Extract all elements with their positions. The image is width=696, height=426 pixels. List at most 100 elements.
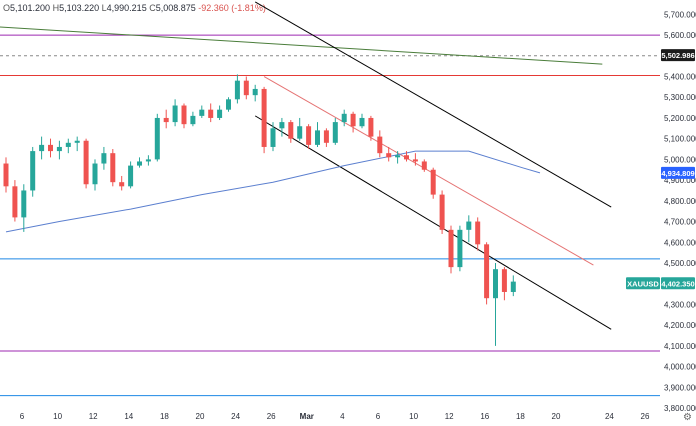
x-tick-label-7: 26 (267, 412, 276, 421)
candle-body-49 (439, 194, 445, 230)
price-label-3: 4,402.350 (661, 279, 694, 288)
x-tick-label-8: Mar (300, 412, 314, 421)
candle-body-12 (110, 153, 116, 183)
candle-body-53 (475, 221, 481, 245)
channel-line-2 (263, 76, 594, 266)
x-tick-label-5: 20 (196, 412, 205, 421)
candle-body-21 (190, 115, 196, 125)
candle-body-56 (501, 269, 507, 292)
low-value: 4,990.215 (106, 3, 147, 13)
ohlc-header: O5,101.200 H5,103.220 L4,990.215 C5,008.… (3, 3, 266, 13)
close-value: 5,008.875 (155, 3, 196, 13)
x-tick-label-10: 6 (376, 412, 381, 421)
y-tick-label-10: 4,600.000 (664, 238, 696, 247)
open-label: O (3, 3, 11, 13)
x-tick-label-16: 24 (605, 412, 614, 421)
candle-body-18 (163, 117, 169, 123)
y-tick-label-0: 5,700.000 (664, 10, 696, 19)
x-tick-label-9: 4 (340, 412, 345, 421)
candle-body-33 (297, 126, 303, 139)
candle-body-3 (30, 151, 36, 191)
y-tick-label-4: 5,200.000 (664, 114, 696, 123)
change-value: -92.360 (-1.81%) (198, 3, 266, 13)
x-tick-label-1: 10 (53, 412, 62, 421)
x-tick-label-2: 12 (89, 412, 98, 421)
candle-body-28 (252, 88, 258, 96)
candle-body-20 (181, 105, 187, 125)
candle-body-40 (359, 117, 365, 127)
candle-body-35 (315, 130, 320, 145)
channel-line-0 (254, 1, 612, 208)
time-axis: 6 10 12 14 18 20 24 26 Mar 4 6 10 12 16 18 20 24 26 (20, 412, 650, 421)
candle-body-9 (83, 140, 89, 185)
x-tick-label-4: 18 (160, 412, 169, 421)
candle-body-42 (377, 136, 383, 154)
price-label-0: 5,502.986 (661, 51, 694, 60)
candle-body-44 (395, 155, 401, 158)
price-label-bg-3 (661, 277, 695, 290)
candle-body-11 (101, 153, 107, 164)
candle-body-36 (323, 130, 329, 143)
x-tick-label-17: 26 (641, 412, 650, 421)
candle-body-43 (386, 153, 392, 158)
candle-body-22 (199, 109, 205, 116)
price-label-bg-2 (626, 277, 660, 290)
moving-average (5, 150, 541, 233)
y-tick-label-8: 4,800.000 (664, 197, 696, 206)
candle-body-47 (421, 161, 427, 170)
y-tick-label-17: 3,800.000 (664, 404, 696, 413)
x-tick-label-15: 20 (552, 412, 561, 421)
close-label: C (149, 3, 156, 13)
y-tick-label-2: 5,400.000 (664, 73, 696, 82)
candle-body-54 (484, 244, 490, 299)
candle-body-14 (128, 165, 134, 187)
candle-body-23 (208, 109, 214, 118)
open-value: 5,101.200 (10, 3, 51, 13)
y-tick-label-5: 5,100.000 (664, 135, 696, 144)
ma-line (5, 150, 541, 233)
y-tick-label-3: 5,300.000 (664, 93, 696, 102)
y-tick-label-11: 4,500.000 (664, 259, 696, 268)
trend-lines (0, 1, 612, 330)
x-tick-label-3: 14 (124, 412, 133, 421)
x-tick-label-11: 10 (409, 412, 418, 421)
gear-icon[interactable]: ⚙ (683, 412, 692, 423)
candle-body-30 (270, 128, 276, 147)
candle-body-52 (466, 221, 472, 230)
channel-line-1 (254, 115, 612, 330)
candle-body-46 (412, 159, 418, 162)
candle-body-34 (306, 126, 312, 145)
y-tick-label-7: 4,900.000 (664, 176, 696, 185)
y-tick-label-1: 5,600.000 (664, 31, 696, 40)
candle-body-6 (56, 146, 62, 152)
candle-body-50 (448, 229, 454, 268)
candle-body-4 (39, 144, 45, 152)
candle-body-7 (65, 142, 71, 147)
y-tick-label-14: 4,100.000 (664, 342, 696, 351)
price-label-bg-0 (661, 49, 695, 62)
candle-body-41 (368, 117, 374, 137)
candle-body-48 (430, 169, 436, 195)
low-label: L (101, 3, 107, 13)
candle-body-15 (137, 161, 142, 166)
candle-body-1 (12, 186, 18, 218)
y-tick-label-16: 3,900.000 (664, 383, 696, 392)
candle-body-55 (493, 269, 498, 299)
candle-body-2 (21, 190, 27, 218)
candle-body-27 (243, 80, 249, 96)
candle-body-17 (154, 117, 160, 160)
y-tick-label-15: 4,000.000 (664, 363, 696, 372)
y-tick-label-13: 4,200.000 (664, 321, 696, 330)
candle-body-57 (510, 281, 516, 292)
price-label-bg-1 (661, 166, 695, 179)
candle-body-45 (404, 155, 409, 160)
candle-body-5 (48, 144, 53, 152)
high-value: 5,103.220 (59, 3, 100, 13)
y-tick-label-6: 5,000.000 (664, 155, 696, 164)
candle-body-10 (92, 163, 98, 185)
price-label-1: 4,934.809 (661, 169, 694, 178)
x-tick-label-13: 16 (480, 412, 489, 421)
candle-body-39 (350, 113, 356, 127)
candle-body-26 (234, 80, 240, 100)
